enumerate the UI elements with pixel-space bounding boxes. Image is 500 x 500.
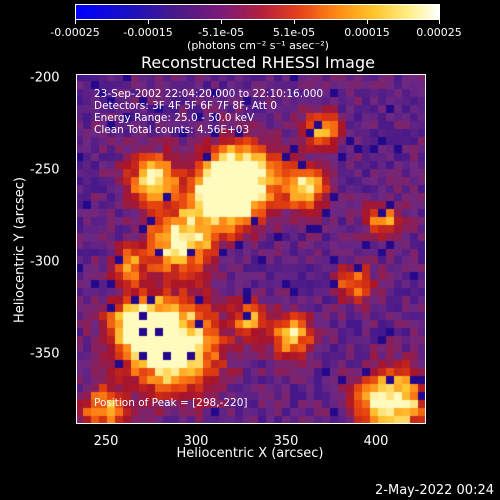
- colorbar-label: 0.00025: [416, 26, 462, 39]
- clean-counts-label: Clean Total counts: 4.56E+03: [94, 124, 250, 136]
- x-tick-label: 350: [273, 434, 299, 449]
- colorbar-label: 5.1e-05: [272, 26, 316, 39]
- y-axis-label: Heliocentric Y (arcsec): [12, 177, 28, 323]
- x-axis-label: Heliocentric X (arcsec): [176, 446, 324, 461]
- colorbar-tick: [294, 20, 295, 24]
- y-tick-label: -300: [30, 254, 60, 270]
- colorbar-tick: [367, 20, 368, 24]
- image-title: Reconstructed RHESSI Image: [141, 53, 375, 72]
- x-tick-label: 400: [363, 434, 389, 449]
- time-range-label: 23-Sep-2002 22:04:20.000 to 22:10:16.000: [94, 88, 324, 100]
- colorbar: [75, 4, 440, 20]
- rhessi-image: [76, 74, 426, 424]
- colorbar-units: (photons cm⁻² s⁻¹ asec⁻²): [187, 39, 329, 52]
- colorbar-label: -5.1e-05: [197, 26, 245, 39]
- date-stamp: 2-May-2022 00:24: [375, 483, 494, 498]
- y-tick-label: -350: [30, 346, 60, 362]
- colorbar-tick: [75, 20, 76, 24]
- colorbar-label: 0.00015: [344, 26, 390, 39]
- colorbar-tick: [148, 20, 149, 24]
- colorbar-label: -0.00025: [50, 26, 100, 39]
- colorbar-tick: [439, 20, 440, 24]
- energy-range-label: Energy Range: 25.0 - 50.0 keV: [94, 112, 255, 124]
- detectors-label: Detectors: 3F 4F 5F 6F 7F 8F, Att 0: [94, 100, 278, 112]
- peak-position-label: Position of Peak = [298,-220]: [94, 397, 248, 409]
- colorbar-label: -0.00015: [123, 26, 173, 39]
- y-tick-label: -250: [30, 162, 60, 178]
- x-tick-label: 300: [183, 434, 209, 449]
- colorbar-tick: [221, 20, 222, 24]
- x-tick-label: 250: [93, 434, 119, 449]
- y-tick-label: -200: [30, 70, 60, 86]
